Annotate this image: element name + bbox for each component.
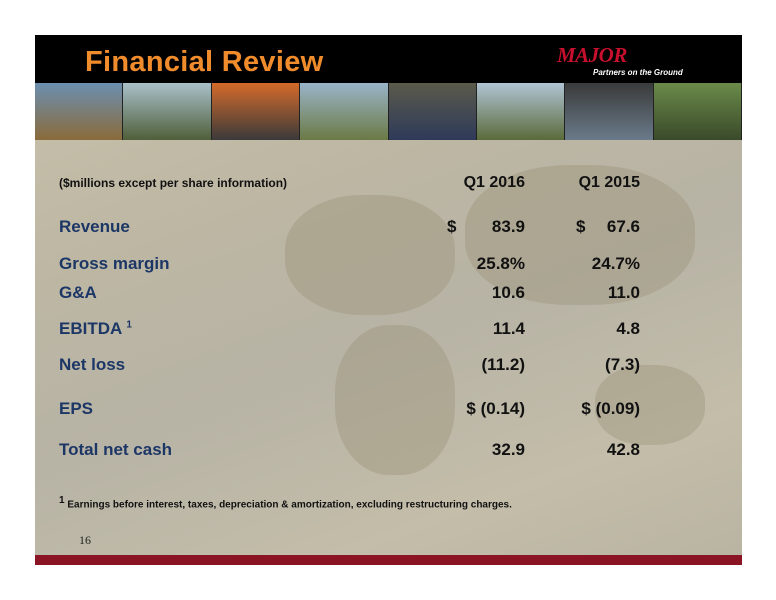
cell-value: 11.4	[492, 319, 525, 338]
photo	[300, 83, 389, 140]
cell-value: (11.2)	[481, 355, 525, 374]
cell-value: $ (0.14)	[466, 399, 525, 418]
photo	[35, 83, 124, 140]
row-label-text: EPS	[59, 399, 94, 418]
photo	[565, 83, 654, 140]
row-label-text: Revenue	[59, 217, 130, 236]
map-shape	[465, 165, 695, 305]
footnote-marker: 1	[59, 495, 65, 506]
cell-value: 83.9	[491, 217, 525, 236]
row-label: G&A	[59, 283, 97, 303]
slide: Financial Review MAJOR Partners on the G…	[35, 35, 742, 565]
footer-bar	[35, 555, 742, 565]
row-label: EPS	[59, 399, 93, 419]
cell-value: 32.9	[491, 440, 525, 459]
cell-value: 42.8	[606, 440, 640, 459]
row-label-text: Gross margin	[59, 254, 170, 273]
photo-strip	[35, 83, 742, 140]
cell-value: 10.6	[491, 283, 525, 302]
logo: MAJOR	[557, 43, 627, 67]
title: Financial Review	[85, 46, 324, 78]
cell-value: $ (0.09)	[581, 399, 640, 418]
photo	[653, 83, 742, 140]
tagline: Partners on the Ground	[593, 68, 683, 77]
currency-sign: $	[576, 217, 586, 236]
map-shape	[595, 365, 705, 445]
row-label: Gross margin	[59, 254, 170, 274]
footnote: 1 Earnings before interest, taxes, depre…	[59, 495, 512, 510]
cell-value: 24.7%	[591, 254, 640, 273]
note-marker: 1	[126, 319, 132, 331]
photo	[123, 83, 212, 140]
row-label: Total net cash	[59, 440, 172, 460]
row-label: EBITDA 1	[59, 319, 132, 339]
cell-value: 11.0	[607, 283, 640, 302]
photo	[476, 83, 566, 140]
currency-sign: $	[447, 217, 457, 236]
table-caption: ($millions except per share information)	[59, 176, 288, 190]
footnote-text: Earnings before interest, taxes, depreci…	[67, 499, 512, 511]
row-label-text: G&A	[59, 283, 97, 302]
column-header: Q1 2016	[463, 174, 525, 191]
row-label-text: EBITDA	[59, 319, 122, 338]
map-shape	[285, 195, 455, 315]
cell-value: (7.3)	[605, 355, 640, 374]
cell-value: 67.6	[606, 217, 640, 236]
row-label-text: Net loss	[59, 355, 126, 374]
header-bar: Financial Review MAJOR Partners on the G…	[35, 35, 742, 83]
column-header: Q1 2015	[578, 174, 640, 191]
photo	[388, 83, 477, 140]
cell-value: 25.8%	[476, 254, 525, 273]
row-label: Net loss	[59, 355, 125, 375]
cell-value: 4.8	[616, 319, 640, 338]
page-number: 16	[79, 533, 91, 547]
row-label-text: Total net cash	[59, 440, 173, 459]
row-label: Revenue	[59, 217, 130, 237]
map-shape	[335, 325, 455, 475]
photo	[211, 83, 301, 140]
